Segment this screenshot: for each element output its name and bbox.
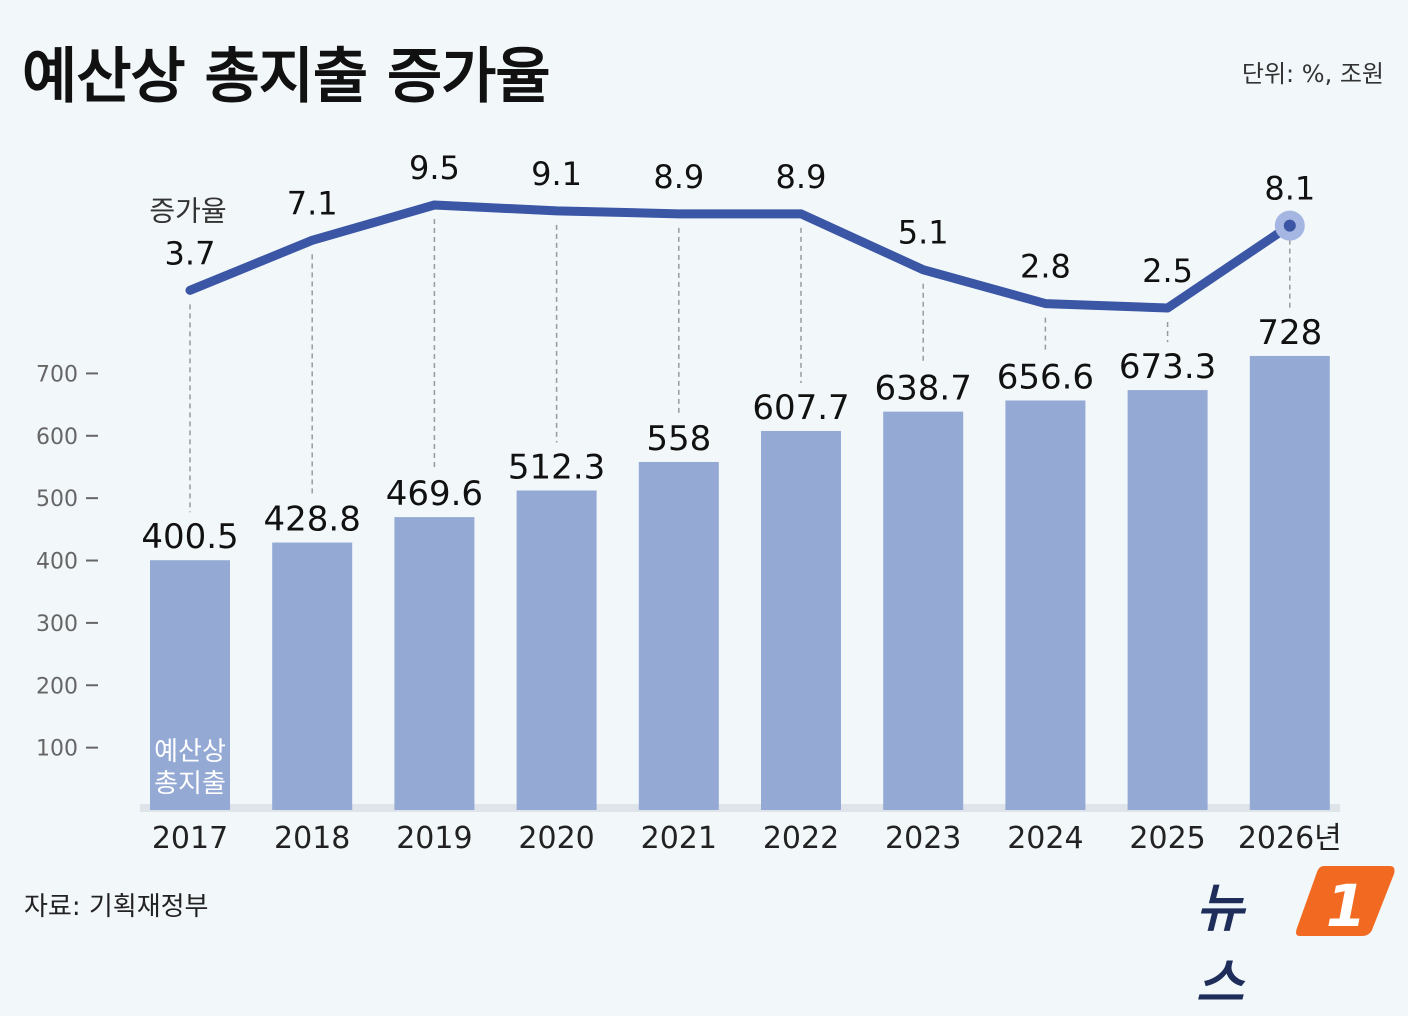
bar-floor: [140, 804, 1340, 812]
bar: [1005, 400, 1086, 810]
bar-value-label: 469.6: [386, 474, 483, 514]
line-series-label: 증가율: [149, 194, 226, 227]
bar-value-label: 607.7: [752, 388, 849, 428]
bar-series-label: 총지출: [154, 769, 226, 799]
bar: [272, 542, 353, 810]
x-tick-label: 2025: [1129, 821, 1205, 856]
x-tick-label: 2018: [274, 821, 350, 856]
logo-mark-icon: 1: [1296, 866, 1395, 940]
bar-value-label: 728: [1257, 313, 1322, 353]
source-label: 자료: 기획재정부: [24, 892, 209, 922]
bar: [638, 461, 719, 810]
line-value-label: 8.9: [653, 158, 704, 196]
bar-value-label: 512.3: [508, 447, 605, 487]
y-tick-label: 700: [36, 362, 78, 387]
chart-canvas: 100 200 300 400 500 600 700 400.5 2017 428.8 2018 4…: [36, 149, 1342, 856]
logo-digit: 1: [1326, 872, 1366, 940]
line-value-label: 9.1: [531, 155, 582, 193]
chart-title: 예산상 총지출 증가율: [22, 42, 551, 112]
bar: [761, 430, 841, 810]
x-tick-label: 2023: [885, 821, 961, 856]
line-value-label: 2.5: [1142, 252, 1193, 290]
bar: [150, 560, 230, 810]
x-tick-label: 2024: [1007, 821, 1083, 856]
bar: [394, 517, 475, 810]
unit-label: 단위: %, 조원: [1241, 60, 1384, 88]
bar-value-label: 638.7: [875, 369, 972, 409]
bar-value-label: 673.3: [1119, 347, 1216, 387]
highlight-point: [1283, 219, 1296, 232]
bar-value-label: 400.5: [141, 517, 238, 557]
line-value-label: 7.1: [287, 184, 338, 222]
line-value-label: 2.8: [1020, 248, 1071, 286]
line-value-label: 8.9: [776, 158, 827, 196]
growth-rate-line: [185, 200, 1295, 313]
x-tick-label: 2020: [518, 821, 594, 856]
x-tick-label: 2026년: [1238, 821, 1342, 856]
line-value-label: 9.5: [409, 149, 460, 187]
bar-series-label: 예산상: [154, 737, 226, 767]
y-tick-label: 300: [36, 612, 78, 637]
line-value-label: 3.7: [165, 234, 216, 272]
line-value-label: 8.1: [1264, 170, 1315, 208]
line-value-label: 5.1: [898, 214, 949, 252]
bar-value-label: 558: [646, 419, 711, 459]
y-tick-label: 400: [36, 550, 78, 575]
y-tick-label: 100: [36, 737, 78, 762]
y-tick-label: 600: [36, 425, 78, 450]
y-tick-label: 500: [36, 487, 78, 512]
bar-value-label: 428.8: [264, 500, 361, 540]
x-tick-label: 2019: [396, 821, 472, 856]
bar: [1249, 355, 1330, 810]
bar: [1127, 390, 1208, 810]
x-tick-label: 2021: [641, 821, 717, 856]
bar: [516, 490, 597, 810]
infographic: 예산상 총지출 증가율 단위: %, 조원 100 200 300 400 500 600…: [22, 42, 1395, 1014]
bar: [883, 411, 964, 810]
x-tick-label: 2022: [763, 821, 839, 856]
bar-value-label: 656.6: [997, 357, 1094, 397]
y-tick-label: 200: [36, 674, 78, 699]
x-tick-label: 2017: [152, 821, 228, 856]
